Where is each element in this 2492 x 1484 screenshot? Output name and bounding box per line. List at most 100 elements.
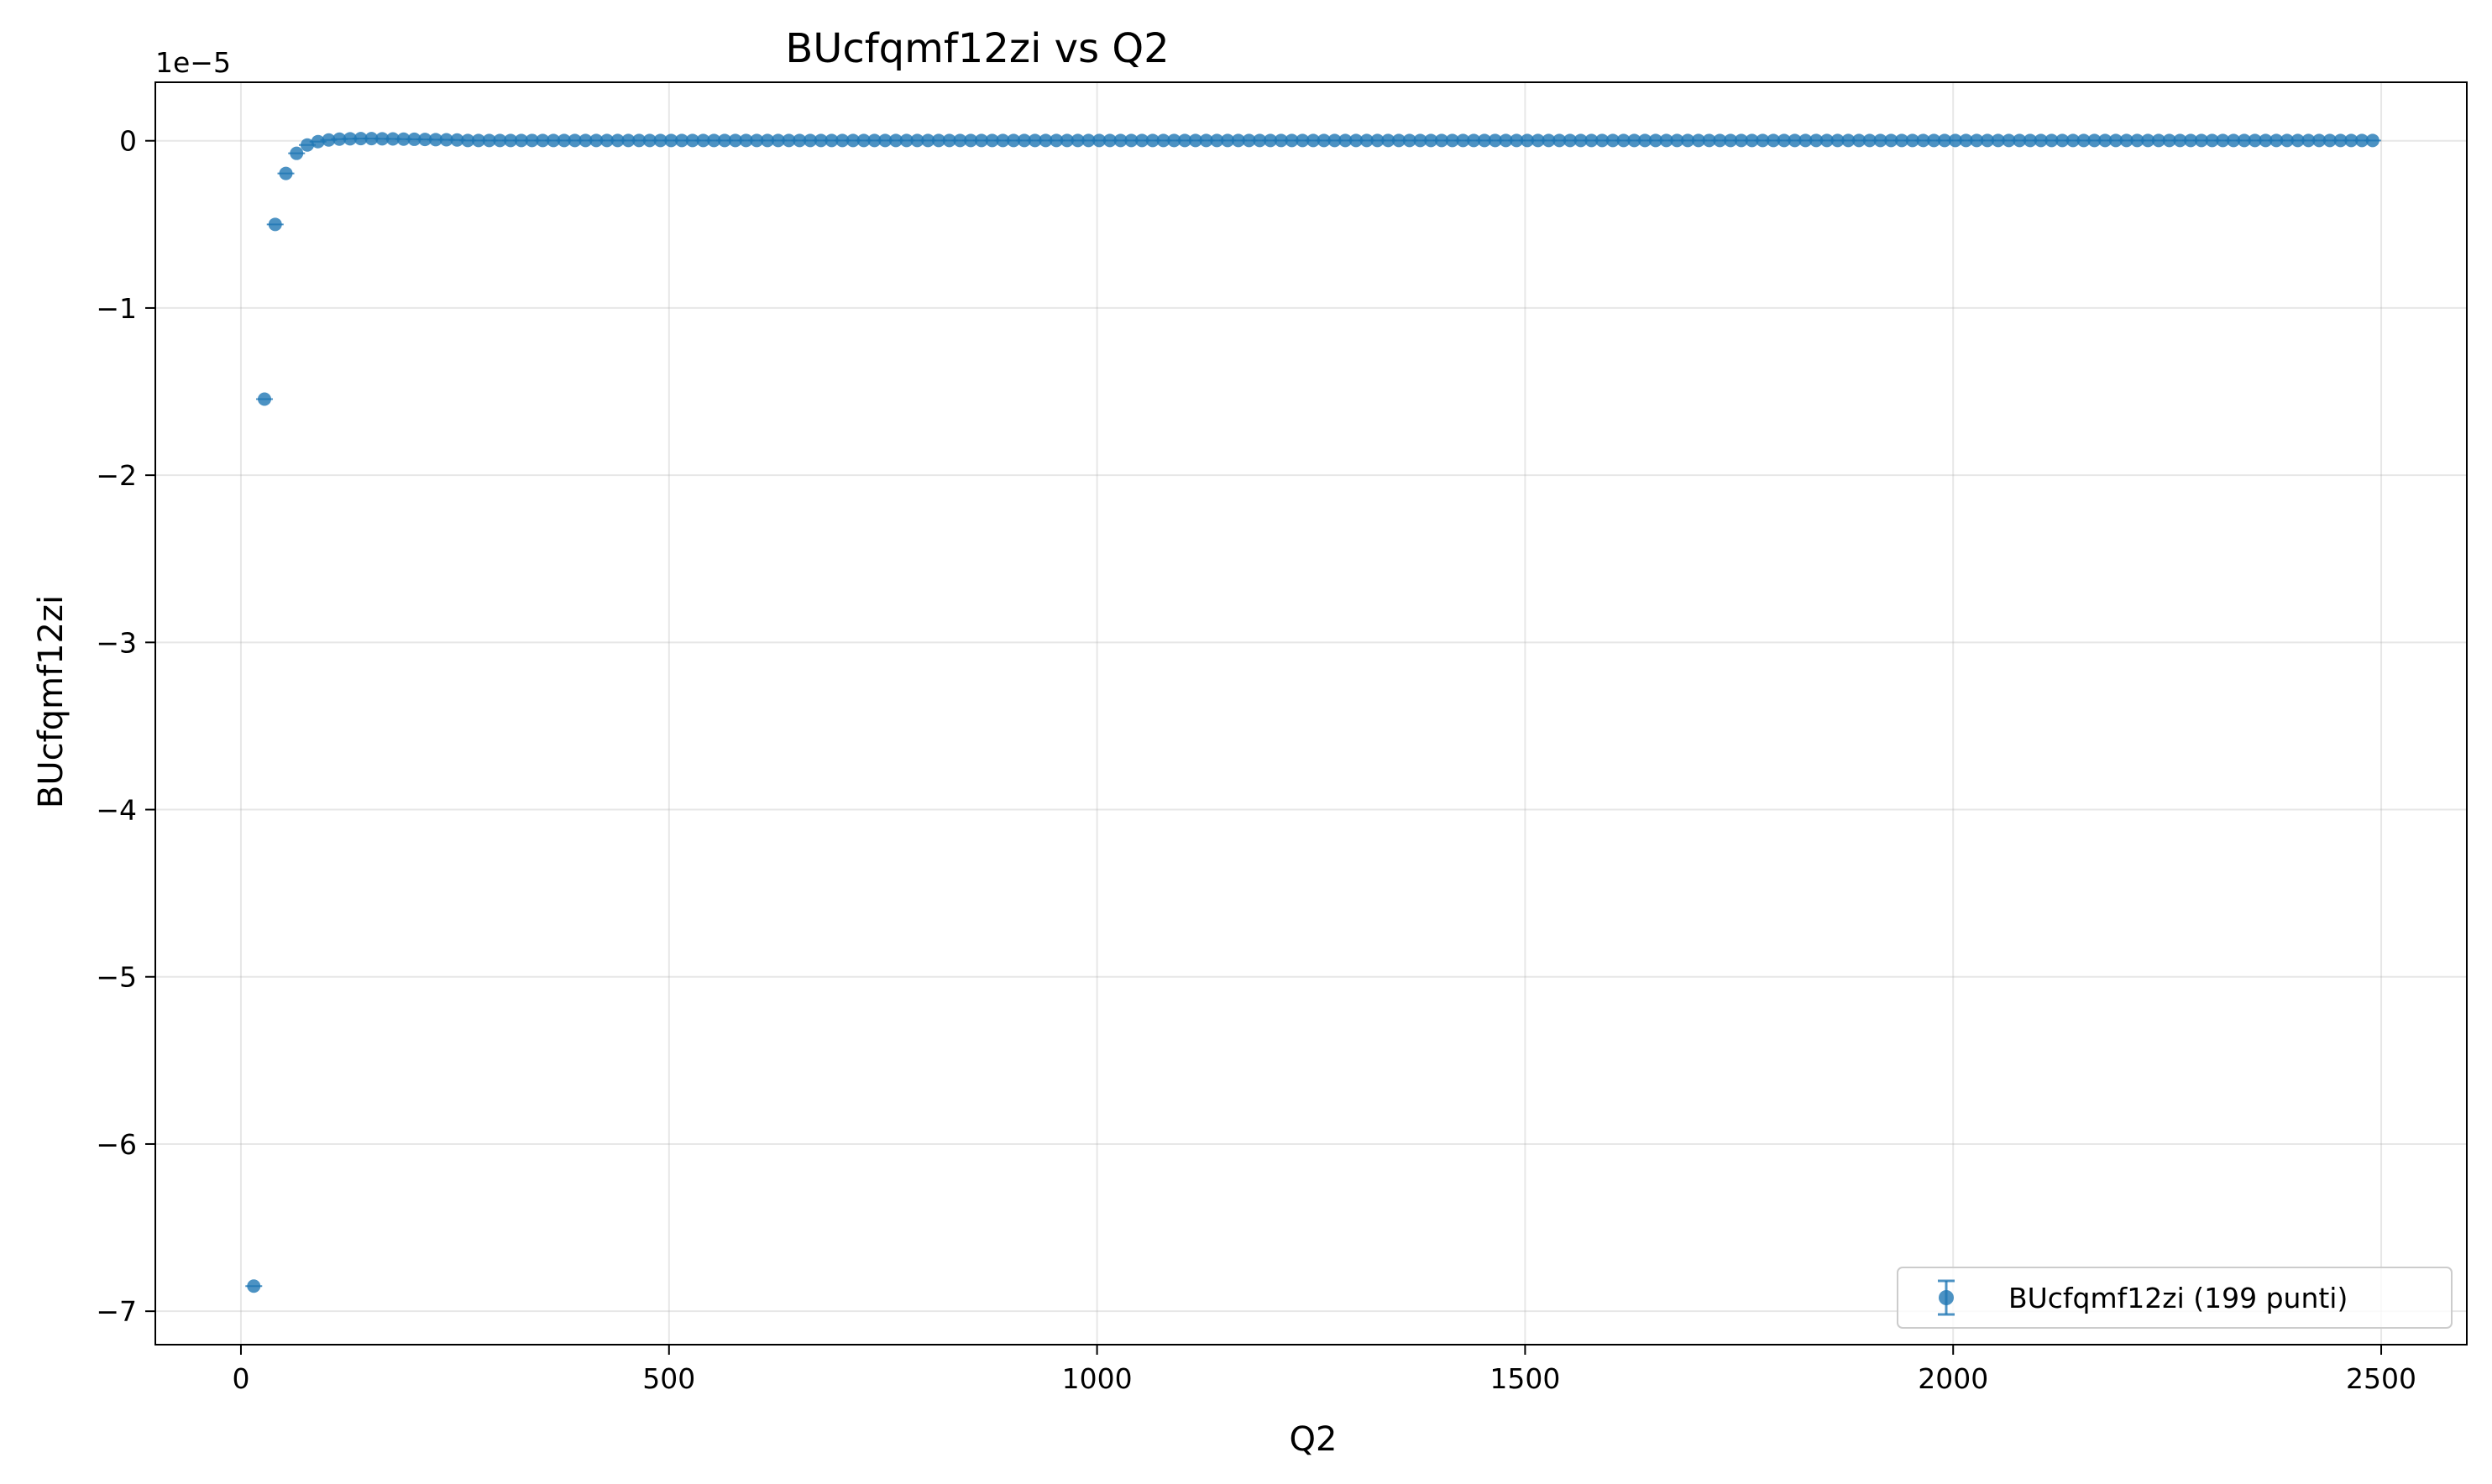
- data-point: [268, 217, 282, 232]
- data-point: [1702, 133, 1716, 148]
- data-point: [1520, 133, 1534, 148]
- data-point: [1681, 133, 1695, 148]
- data-point: [1905, 133, 1919, 148]
- data-point: [2344, 133, 2358, 148]
- data-point: [2162, 133, 2176, 148]
- data-point: [2194, 133, 2208, 148]
- data-point: [1156, 133, 1170, 148]
- data-point: [557, 133, 571, 148]
- data-point: [739, 133, 753, 148]
- data-point: [985, 133, 999, 148]
- data-point: [2119, 133, 2133, 148]
- data-point: [1798, 133, 1813, 148]
- data-point: [642, 133, 657, 148]
- data-point: [536, 133, 550, 148]
- y-tick-label: −2: [96, 459, 137, 492]
- data-point: [1039, 133, 1053, 148]
- data-point: [1488, 133, 1502, 148]
- data-point: [1648, 133, 1662, 148]
- data-point: [1081, 133, 1096, 148]
- data-point: [1616, 133, 1631, 148]
- data-point: [2312, 133, 2327, 148]
- legend-marker-icon: [1939, 1290, 1954, 1305]
- data-point: [1413, 133, 1427, 148]
- data-point: [1477, 133, 1491, 148]
- data-point: [632, 133, 647, 148]
- legend: BUcfqmf12zi (199 punti): [1897, 1267, 2453, 1329]
- data-point: [1734, 133, 1748, 148]
- data-point: [1981, 133, 1995, 148]
- data-point: [707, 133, 721, 148]
- data-point: [1884, 133, 1898, 148]
- data-point: [2108, 133, 2123, 148]
- data-point: [953, 133, 967, 148]
- data-point: [2173, 133, 2187, 148]
- data-point: [396, 132, 411, 146]
- data-point: [407, 132, 421, 146]
- data-point: [1050, 133, 1064, 148]
- data-point: [1338, 133, 1353, 148]
- data-point: [1584, 133, 1599, 148]
- data-point: [1145, 133, 1160, 148]
- x-tick-label: 2500: [2346, 1362, 2416, 1395]
- data-point: [2227, 133, 2241, 148]
- data-point: [1285, 133, 1299, 148]
- data-point: [353, 132, 368, 146]
- data-point: [1627, 133, 1641, 148]
- data-point: [493, 133, 507, 148]
- data-point: [1370, 133, 1385, 148]
- data-point: [589, 133, 604, 148]
- data-point: [1028, 133, 1042, 148]
- data-point: [1948, 133, 1962, 148]
- data-point: [568, 133, 582, 148]
- data-point: [1659, 133, 1673, 148]
- data-point: [525, 133, 539, 148]
- data-point: [888, 133, 903, 148]
- data-point: [1306, 133, 1321, 148]
- data-point: [878, 133, 893, 148]
- data-point: [621, 133, 636, 148]
- data-point: [996, 133, 1010, 148]
- data-point: [290, 146, 304, 160]
- data-point: [2270, 133, 2284, 148]
- data-point: [1638, 133, 1652, 148]
- data-point: [2248, 133, 2262, 148]
- data-point: [2333, 133, 2348, 148]
- x-tick-label: 500: [642, 1362, 695, 1395]
- data-point: [418, 133, 432, 147]
- data-point: [375, 132, 390, 146]
- data-point: [2055, 133, 2070, 148]
- y-tick-label: −4: [96, 794, 137, 827]
- data-point: [2355, 133, 2369, 148]
- data-point: [782, 133, 796, 148]
- data-points: [245, 132, 2381, 1293]
- data-point: [482, 133, 496, 148]
- data-point: [675, 133, 689, 148]
- y-tick-label: −5: [96, 961, 137, 994]
- data-point: [1434, 133, 1448, 148]
- data-point: [974, 133, 988, 148]
- data-point: [825, 133, 839, 148]
- data-point: [1102, 133, 1117, 148]
- data-point: [1188, 133, 1202, 148]
- data-point: [1852, 133, 1866, 148]
- data-point: [1135, 133, 1149, 148]
- data-point: [578, 133, 593, 148]
- data-point: [856, 133, 871, 148]
- y-axis-label: BUcfqmf12zi: [32, 595, 71, 808]
- data-point: [2322, 133, 2337, 148]
- data-point: [2151, 133, 2165, 148]
- data-point: [2205, 133, 2219, 148]
- data-point: [1359, 133, 1374, 148]
- data-point: [1392, 133, 1406, 148]
- chart-title: BUcfqmf12zi vs Q2: [785, 25, 1169, 72]
- data-point: [2259, 133, 2273, 148]
- data-point: [2023, 133, 2037, 148]
- data-point: [1991, 133, 2005, 148]
- data-point: [1970, 133, 1984, 148]
- data-point: [931, 133, 945, 148]
- data-point: [1873, 133, 1887, 148]
- data-point: [1542, 133, 1556, 148]
- data-point: [2034, 133, 2048, 148]
- data-point: [1691, 133, 1705, 148]
